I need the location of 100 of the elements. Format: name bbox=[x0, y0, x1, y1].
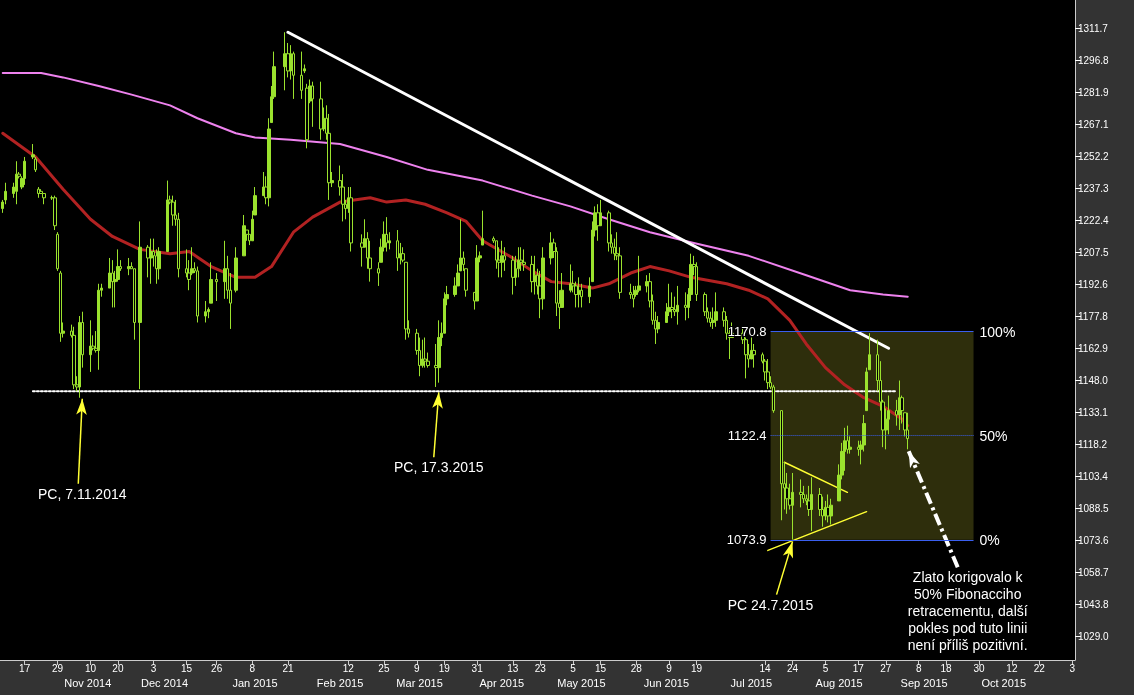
x2-tick-label: Apr 2015 bbox=[479, 676, 525, 689]
candlestick bbox=[714, 291, 718, 328]
ref-line-label: 1073.9 bbox=[726, 532, 767, 548]
candlestick bbox=[305, 83, 309, 149]
y-tick-label: 1252.2 bbox=[1078, 151, 1110, 163]
x-tick-label: 17 bbox=[852, 662, 865, 674]
y-tick-label: 1162.9 bbox=[1078, 342, 1109, 354]
x-tick-label: 26 bbox=[211, 662, 223, 674]
x-tick-label: 9 bbox=[414, 662, 421, 674]
y-tick-label: 1192.6 bbox=[1078, 279, 1109, 291]
x-tick-label: 24 bbox=[786, 662, 799, 674]
y-tick-label: 1148.0 bbox=[1078, 375, 1109, 387]
x-tick-label: 5 bbox=[570, 662, 577, 674]
y-tick-label: 1029.0 bbox=[1078, 630, 1110, 642]
x-tick-label: 21 bbox=[282, 662, 294, 674]
candlestick bbox=[569, 263, 572, 293]
x-tick-label: 19 bbox=[690, 662, 703, 674]
x2-tick-label: Sep 2015 bbox=[900, 676, 948, 689]
x-tick-label: 3 bbox=[150, 662, 157, 674]
x-tick-label: 30 bbox=[973, 662, 986, 674]
x2-tick-label: Jul 2015 bbox=[730, 676, 773, 689]
candlestick bbox=[157, 246, 161, 280]
y-tick-label: 1103.4 bbox=[1078, 470, 1109, 482]
candlestick bbox=[766, 358, 770, 390]
candlestick bbox=[234, 246, 238, 293]
candlestick bbox=[149, 238, 153, 285]
candlestick bbox=[53, 195, 57, 231]
y-tick-label: 1237.3 bbox=[1078, 183, 1110, 195]
x-tick-label: 17 bbox=[19, 662, 31, 674]
line-series bbox=[1, 72, 909, 298]
candlestick bbox=[215, 272, 218, 302]
x-tick-label: 3 bbox=[1069, 662, 1076, 674]
candlestick bbox=[676, 285, 679, 326]
candlestick bbox=[42, 192, 46, 205]
candlestick bbox=[549, 231, 553, 265]
annotation: PC, 17.3.2015 bbox=[394, 459, 484, 476]
candlestick bbox=[56, 231, 59, 272]
candlestick bbox=[15, 160, 18, 205]
y-tick-label: 1133.1 bbox=[1078, 407, 1109, 419]
ref-line-label: 1122.4 bbox=[727, 428, 767, 444]
x2-tick-label: Aug 2015 bbox=[815, 676, 863, 689]
x2-tick-label: May 2015 bbox=[557, 676, 606, 689]
candlestick bbox=[138, 220, 142, 390]
candlestick bbox=[799, 478, 803, 508]
annotation: Zlato korigovalo k 50% Fibonacciho retracementu, další pokles pod tuto linii není příliš pozitivní. bbox=[907, 569, 1028, 654]
x-tick-label: 5 bbox=[822, 662, 829, 674]
y-tick-label: 1281.9 bbox=[1078, 87, 1110, 99]
x-tick-label: 12 bbox=[342, 662, 355, 674]
annotation: PC, 7.11.2014 bbox=[38, 485, 127, 502]
candlestick bbox=[530, 255, 534, 293]
candlestick bbox=[72, 326, 76, 390]
y-tick-label: 1222.4 bbox=[1078, 215, 1110, 227]
y-tick-label: 1311.7 bbox=[1078, 23, 1109, 35]
candlestick bbox=[37, 186, 40, 199]
candlestick bbox=[481, 210, 484, 246]
y-tick-label: 1296.8 bbox=[1078, 55, 1110, 67]
candlestick bbox=[522, 248, 526, 272]
annotation: 50% bbox=[979, 427, 1008, 444]
x2-tick-label: Mar 2015 bbox=[396, 676, 443, 689]
y-tick-label: 1073.6 bbox=[1078, 534, 1110, 546]
y-tick-label: 1058.7 bbox=[1078, 567, 1110, 578]
candlestick bbox=[242, 214, 246, 257]
candlestick bbox=[632, 285, 635, 308]
candlestick bbox=[196, 266, 199, 323]
x-tick-label: 28 bbox=[630, 662, 643, 674]
x-tick-label: 22 bbox=[1033, 662, 1046, 674]
x-tick-label: 31 bbox=[471, 662, 484, 674]
x2-tick-label: Oct 2015 bbox=[981, 676, 1027, 689]
candlestick bbox=[171, 195, 175, 227]
x-tick-label: 19 bbox=[438, 662, 451, 674]
x-tick-label: 9 bbox=[666, 662, 673, 674]
candlestick bbox=[780, 410, 783, 521]
candlestick bbox=[829, 498, 833, 526]
annotation: 0% bbox=[979, 531, 1000, 548]
x-tick-label: 18 bbox=[940, 662, 953, 674]
x-tick-label: 8 bbox=[915, 662, 922, 674]
candlestick bbox=[396, 229, 399, 272]
x-tick-label: 15 bbox=[180, 662, 193, 674]
candlestick bbox=[89, 319, 92, 373]
y-tick-label: 1267.1 bbox=[1078, 118, 1110, 130]
candlestick bbox=[684, 291, 687, 321]
candlestick bbox=[319, 81, 323, 141]
x2-tick-label: Nov 2014 bbox=[64, 676, 112, 689]
x2-tick-label: Jan 2015 bbox=[232, 676, 278, 689]
x-tick-label: 15 bbox=[595, 662, 607, 674]
candlestick bbox=[898, 380, 901, 431]
candlestick bbox=[596, 203, 600, 242]
candlestick bbox=[637, 255, 641, 293]
x-tick-label: 23 bbox=[534, 662, 547, 674]
candlestick bbox=[349, 186, 353, 253]
candlestick bbox=[204, 300, 207, 323]
candlestick bbox=[283, 31, 287, 91]
annotation: 100% bbox=[979, 323, 1016, 340]
candlestick bbox=[607, 210, 611, 253]
x-tick-label: 13 bbox=[507, 662, 519, 674]
x2-tick-label: Dec 2014 bbox=[140, 676, 189, 689]
annotation: PC 24.7.2015 bbox=[727, 596, 814, 613]
y-tick-label: 1088.5 bbox=[1078, 502, 1110, 514]
candlestick bbox=[810, 476, 813, 532]
candlestick bbox=[223, 240, 227, 300]
